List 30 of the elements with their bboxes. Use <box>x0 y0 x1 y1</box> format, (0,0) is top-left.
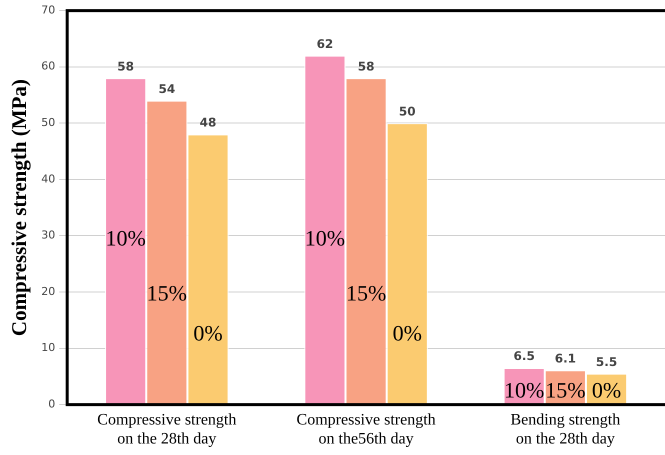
y-tick-label: 70 <box>41 3 56 16</box>
y-tick-label: 50 <box>41 116 56 130</box>
x-tick-label: Bending strength on the 28th day <box>510 411 620 448</box>
text: 10% <box>504 377 544 402</box>
data-label: 48 <box>200 116 216 130</box>
text: 15% <box>146 280 187 306</box>
text: 0% <box>392 320 422 346</box>
y-tick-label: 60 <box>41 60 56 73</box>
y-tick-label: 30 <box>41 228 56 242</box>
data-label: 50 <box>398 104 416 118</box>
data-label: 58 <box>117 59 134 74</box>
data-label: 5.5 <box>596 354 618 369</box>
data-label: 54 <box>158 82 176 96</box>
data-label: 6.1 <box>554 351 576 366</box>
y-tick-label: 40 <box>41 172 56 186</box>
text: 0% <box>193 320 223 346</box>
y-tick-label: 20 <box>41 284 56 298</box>
y-tick-label: 0 <box>48 397 56 410</box>
x-tick-label: Compressive strength on the 28th day <box>97 411 236 448</box>
data-label: 62 <box>316 36 334 51</box>
data-label: 6.5 <box>514 349 535 364</box>
y-tick-label: 10 <box>41 341 56 354</box>
text: 15% <box>346 280 386 306</box>
series-label: 10% <box>304 225 346 250</box>
series-label: 0% <box>592 377 622 402</box>
y-axis-title: Compressive strength (MPa) <box>7 79 32 336</box>
text: 10% <box>105 225 146 250</box>
data-label: 58 <box>358 59 374 74</box>
series-label: 15% <box>545 377 586 402</box>
x-tick-label: Compressive strength on the56th day <box>296 411 436 448</box>
